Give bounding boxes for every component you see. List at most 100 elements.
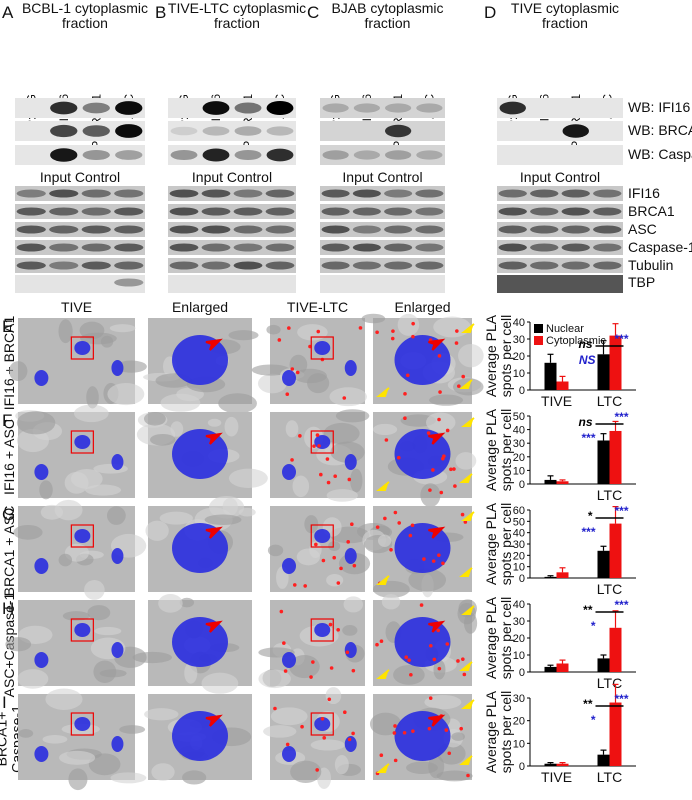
cell-texture [160,393,201,412]
blot-band [322,103,349,113]
blot-band [202,126,230,136]
pla-spot [309,675,313,679]
blot-band [81,225,111,234]
y-tick-label: 10 [513,368,525,380]
cell-texture [158,593,183,613]
cell-texture [323,422,360,444]
nucleus [111,360,124,376]
significance-label: * [591,713,596,727]
blot-strip [15,145,145,165]
cell-texture [87,605,111,621]
yellow-arrow [376,481,390,491]
nucleus [314,717,331,731]
bar [544,479,557,484]
blot-band [384,207,413,216]
yellow-arrow [461,511,475,521]
pla-spot [437,666,442,671]
cell-texture [377,534,392,547]
blot-band [202,101,230,115]
pla-spot [426,431,431,435]
blot-band [114,278,144,287]
pla-spot [322,736,327,740]
pla-spot [283,669,288,673]
blot-band [321,189,350,198]
pla-spot [375,642,379,647]
bar [544,763,557,766]
zoom-box [310,618,334,642]
significance-label: ns [578,415,592,429]
column-header: Enlarged [172,299,228,315]
pla-spot [347,737,352,742]
blot-strip [320,275,445,293]
pla-spot [292,583,297,587]
blot-band [234,126,262,136]
cell-texture [267,544,284,557]
pla-spot [342,396,347,400]
input-label: IFI16 [628,185,660,201]
nucleus [314,341,331,355]
nucleus [282,558,296,574]
blot-band [114,189,144,198]
blot-band [201,261,231,270]
blot-strip [15,240,145,255]
pla-spot [351,731,355,736]
blot-band [50,101,78,115]
pla-spot [379,639,384,644]
blot-band [265,243,295,252]
pla-spot [379,753,384,758]
blot-band [384,261,413,270]
y-tick-label: 10 [513,738,525,750]
blot-band [202,148,230,162]
pla-spot [384,438,389,442]
bar [609,627,622,672]
row-letter: H [2,599,14,618]
panel-title: fraction [62,15,108,31]
cell-texture [62,611,90,621]
pla-spot [350,522,354,527]
pla-spot [438,390,442,394]
cell-texture [85,484,122,496]
cell-texture [426,412,456,433]
blot-band [169,225,199,234]
blot-band [16,207,46,216]
cell-texture [18,729,34,738]
y-tick-label: 30 [513,693,525,705]
row-letter: E [2,317,13,336]
significance-label: * [588,509,593,523]
nucleus [172,335,228,385]
blot-band [321,243,350,252]
cell-texture [204,514,242,526]
pla-spot [402,730,407,735]
yellow-arrow [459,661,473,671]
blot-band [82,125,110,137]
cell-texture [373,580,410,598]
input-label: Tubulin [628,257,673,273]
blot-band [352,261,381,270]
pla-spot [312,444,316,448]
cell-texture [5,637,32,652]
blot-band [81,207,111,216]
blot-band [530,243,559,252]
pla-spot [460,512,465,517]
y-axis-label: Average PLA [483,314,499,397]
bar [597,754,610,766]
blot-band [530,225,559,234]
input-control: Input Control [192,169,272,185]
pla-spot [282,641,286,645]
blot-band [415,225,444,234]
blot-band [562,124,589,138]
blot-band [385,150,412,160]
y-tick-label: 0 [519,573,525,585]
cell-texture [110,772,147,784]
blot-band [265,189,295,198]
y-tick-label: 30 [513,539,525,551]
y-tick-label: 30 [513,616,525,628]
cell-texture [433,316,471,338]
y-axis-label: Average PLA [483,408,499,491]
significance-label: *** [581,525,595,539]
blot-band [593,189,622,198]
cell-texture [88,753,121,776]
cell-texture [17,669,49,689]
blot-band [49,225,79,234]
